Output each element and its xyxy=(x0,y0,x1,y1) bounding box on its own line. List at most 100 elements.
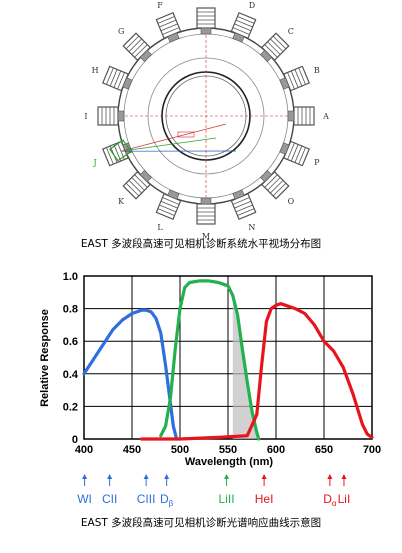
port-fin xyxy=(160,23,178,32)
port-fin xyxy=(162,197,180,205)
port-b xyxy=(279,65,311,92)
series-line-0 xyxy=(82,308,178,439)
line-label: CIII xyxy=(137,492,156,506)
x-tick-label: 450 xyxy=(123,444,141,456)
y-tick-label: 0.4 xyxy=(63,369,79,381)
bottom-caption: EAST 多波段高速可见相机诊断光谱响应曲线示意图 xyxy=(80,517,322,529)
port-neck xyxy=(232,189,245,200)
port-fin xyxy=(237,16,255,24)
port-label-g: G xyxy=(118,27,124,36)
chart-series xyxy=(82,279,374,441)
port-label-m: M xyxy=(202,232,210,241)
port-o xyxy=(260,170,290,200)
port-neck xyxy=(167,32,180,43)
spectral-line-markers: WI CII CIII Dβ LiII HeI Dα LiI xyxy=(77,474,350,508)
port-f xyxy=(155,11,182,43)
port-label-j: J xyxy=(93,158,97,167)
port-fin xyxy=(272,35,287,50)
line-label: Dα xyxy=(323,492,337,508)
y-tick-label: 0.8 xyxy=(63,304,78,316)
port-fin xyxy=(128,38,142,52)
view-ray-center xyxy=(120,137,217,152)
port-fin xyxy=(290,70,299,88)
port-fin xyxy=(234,23,252,32)
port-fin xyxy=(106,147,114,165)
port-neck xyxy=(260,49,273,62)
port-label-k: K xyxy=(118,197,125,206)
port-label-h: H xyxy=(92,66,99,75)
port-fin xyxy=(264,44,278,58)
port-fin xyxy=(159,19,177,28)
port-k xyxy=(122,170,152,200)
port-fin xyxy=(287,142,295,160)
port-fin xyxy=(159,204,177,213)
port-fin xyxy=(113,144,122,162)
port-h xyxy=(101,65,133,92)
y-axis-label: Relative Response xyxy=(39,309,51,407)
port-c xyxy=(260,32,290,62)
x-tick-label: 550 xyxy=(219,444,237,456)
port-fin xyxy=(298,67,306,85)
port-fin xyxy=(232,197,250,205)
port-neck xyxy=(232,32,245,43)
line-marker-arrowhead xyxy=(143,474,149,479)
port-flange xyxy=(196,203,216,225)
port-fin xyxy=(125,35,140,50)
line-marker-arrowhead xyxy=(341,474,347,479)
port-label-c: C xyxy=(288,27,294,36)
line-marker-arrowhead xyxy=(224,474,230,479)
x-tick-label: 500 xyxy=(171,444,189,456)
port-fin xyxy=(294,69,303,87)
port-fin xyxy=(106,67,114,85)
y-tick-label: 0 xyxy=(72,434,78,446)
port-neck xyxy=(139,49,152,62)
port-label-n: N xyxy=(248,223,255,232)
port-fin xyxy=(237,208,255,216)
port-fin xyxy=(267,177,281,191)
port-fin xyxy=(270,180,284,194)
port-label-f: F xyxy=(157,1,163,10)
port-fin xyxy=(134,174,148,188)
x-tick-label: 650 xyxy=(315,444,333,456)
port-fin xyxy=(267,41,281,55)
line-marker-arrowhead xyxy=(164,474,170,479)
port-neck xyxy=(122,77,133,90)
port-fin xyxy=(294,145,303,163)
line-label: CII xyxy=(102,492,117,506)
line-label: Dβ xyxy=(160,492,174,508)
series-line-2 xyxy=(140,302,374,441)
port-a xyxy=(287,106,315,126)
port-m xyxy=(196,197,216,225)
port-neck xyxy=(279,142,290,155)
view-ray-upper xyxy=(120,123,227,152)
port-fin xyxy=(264,174,278,188)
port-p xyxy=(279,140,311,167)
port-flange xyxy=(196,7,216,29)
line-label: LiI xyxy=(338,492,351,506)
port-fin xyxy=(160,200,178,209)
port-fin xyxy=(272,182,287,197)
x-tick-label: 600 xyxy=(267,444,285,456)
port-fin xyxy=(235,19,253,28)
series-line-1 xyxy=(159,279,261,441)
port-label-i: I xyxy=(84,112,87,121)
port-label-o: O xyxy=(288,197,295,206)
port-flange xyxy=(293,106,315,126)
y-tick-label: 0.2 xyxy=(63,401,78,413)
port-fin xyxy=(234,200,252,209)
y-tick-labels: 0 0.2 0.4 0.6 0.8 1.0 xyxy=(63,271,79,446)
port-flange xyxy=(97,106,119,126)
port-neck xyxy=(200,197,212,205)
port-neck xyxy=(117,110,125,122)
port-neck xyxy=(167,189,180,200)
port-fin xyxy=(157,16,175,24)
port-fin xyxy=(125,182,140,197)
port-fin xyxy=(109,69,118,87)
port-label-l: L xyxy=(157,223,163,232)
port-fin xyxy=(117,72,125,90)
port-g xyxy=(122,32,152,62)
port-neck xyxy=(260,170,273,183)
port-label-a: A xyxy=(322,112,329,121)
port-e xyxy=(196,7,216,35)
